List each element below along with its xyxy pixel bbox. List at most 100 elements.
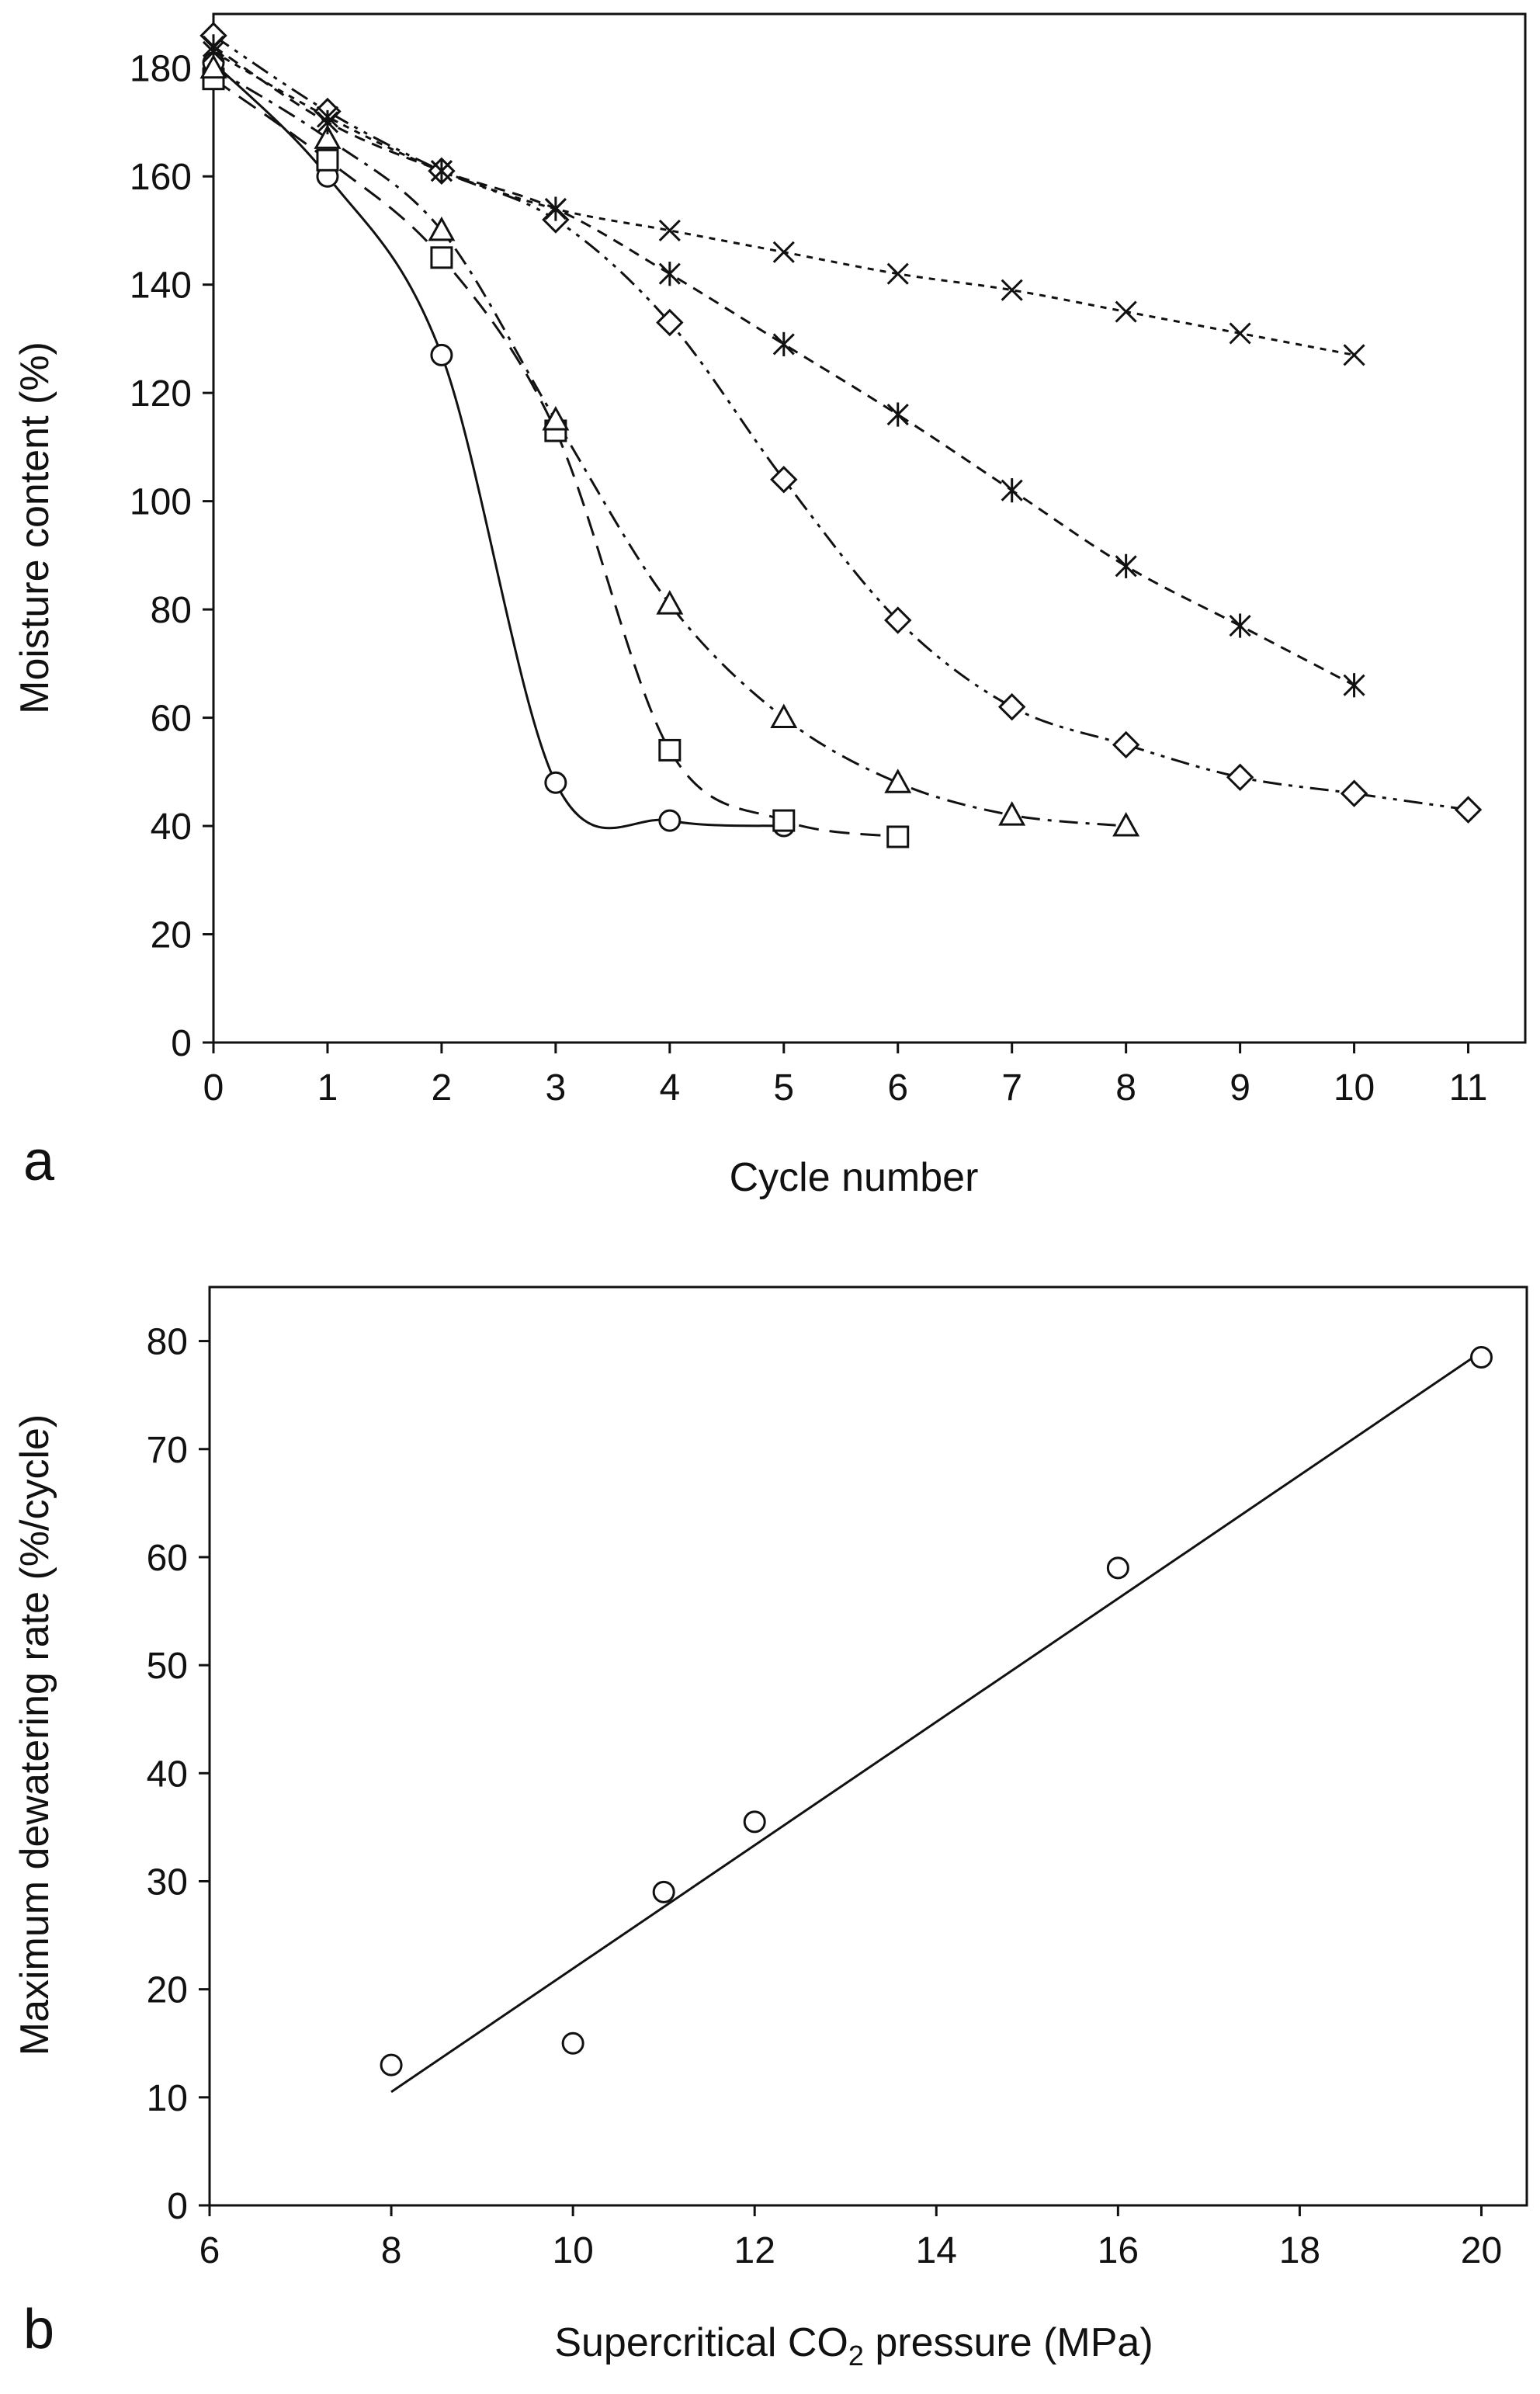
panel-b-y-tick-label: 30: [147, 1861, 188, 1903]
point-diamond: [997, 692, 1026, 721]
panel-b-y-tick-label: 70: [147, 1430, 188, 1471]
panel-b-x-axis-label: Supercritical CO2 pressure (MPa): [554, 2320, 1153, 2371]
point-asterisk: [1229, 613, 1251, 638]
panel-a-series-markers: [199, 22, 1483, 848]
scatter-point: [652, 1880, 675, 1903]
panel-b-y-tick-label: 50: [147, 1646, 188, 1687]
scatter-point: [561, 2031, 584, 2055]
panel-a-x-tick-label: 8: [1115, 1067, 1136, 1109]
panel-b-x-tick-label: 8: [381, 2230, 402, 2271]
panel-a-x-axis-label: Cycle number: [730, 1155, 979, 1200]
point-cross: [430, 160, 453, 182]
point-asterisk: [316, 109, 339, 135]
series-line-cross: [213, 50, 1354, 356]
panel-a-x-tick-label: 4: [659, 1067, 680, 1109]
point-asterisk: [886, 402, 909, 427]
scatter-point: [1106, 1556, 1129, 1580]
panel-b-x-axis-label-main: Supercritical CO: [554, 2320, 848, 2365]
point-cross: [1115, 300, 1137, 323]
point-cross: [658, 219, 681, 242]
panel-a-x-tick-label: 10: [1334, 1067, 1375, 1109]
panel-a-x-tick-label: 5: [773, 1067, 794, 1109]
point-cross: [202, 40, 225, 63]
panel-b-data-points: [380, 1345, 1493, 2077]
point-cross: [1343, 344, 1365, 366]
point-cross: [1229, 322, 1251, 345]
panel-a-x-tick-label: 9: [1230, 1067, 1250, 1109]
panel-a-y-tick-label: 120: [130, 373, 192, 415]
panel-a-y-tick-label: 40: [151, 807, 192, 848]
panel-a-y-tick-label: 100: [130, 482, 192, 523]
panel-a-y-tick-label: 180: [130, 49, 192, 90]
panel-b-x-axis-label-tail: pressure (MPa): [864, 2320, 1153, 2365]
panel-a-y-tick-label: 20: [151, 915, 192, 956]
panel-b-x-tick-label: 16: [1098, 2230, 1139, 2271]
panel-b-x-tick-label: 18: [1279, 2230, 1320, 2271]
series-line-square: [213, 78, 898, 838]
panel-a-y-ticks: 0 20 40 60 80 100 120 140 160 180: [130, 49, 213, 1064]
series-line-diamond: [213, 34, 1469, 811]
point-cross: [886, 262, 909, 285]
point-triangle: [314, 124, 342, 149]
panel-a-y-tick-label: 0: [171, 1023, 192, 1064]
panel-a-x-tick-label: 2: [432, 1067, 453, 1109]
panel-a-x-tick-label: 1: [317, 1067, 338, 1109]
point-triangle: [542, 405, 570, 431]
point-asterisk: [202, 34, 225, 59]
panel-b-x-tick-label: 10: [552, 2230, 593, 2271]
point-diamond: [1112, 730, 1140, 759]
panel-a-y-tick-label: 140: [130, 265, 192, 307]
point-diamond: [1340, 779, 1368, 807]
panel-a-x-tick-label: 6: [887, 1067, 908, 1109]
panel-a-y-axis-label: Moisture content (%): [12, 342, 57, 714]
point-cross: [1001, 279, 1023, 301]
series-line-triangle: [213, 67, 1126, 827]
point-square: [430, 246, 453, 269]
point-diamond: [1454, 796, 1483, 824]
point-cross: [772, 241, 795, 263]
panel-a-plot-frame: [212, 12, 1527, 1044]
point-asterisk: [658, 262, 681, 286]
point-diamond: [656, 308, 684, 337]
panel-b-y-tick-label: 80: [147, 1322, 188, 1363]
point-triangle: [656, 590, 684, 615]
panel-a-label: a: [23, 1130, 55, 1192]
panel-b-x-tick-label: 14: [916, 2230, 957, 2271]
panel-b-y-tick-label: 40: [147, 1754, 188, 1795]
panel-b-y-axis-label: Maximum dewatering rate (%/cycle): [12, 1414, 57, 2056]
point-asterisk: [1343, 673, 1365, 698]
point-square: [316, 148, 339, 172]
panel-a-x-ticks: 0 1 2 3 4 5 6 7 8 9 10 11: [203, 1043, 1488, 1109]
panel-b-x-ticks: 6 8 10 12 14 16 18 20: [199, 2205, 1502, 2271]
point-square: [658, 738, 682, 762]
point-cross: [316, 106, 339, 128]
series-line-circle: [212, 61, 784, 830]
point-triangle: [428, 216, 456, 241]
point-square: [772, 809, 796, 832]
point-diamond: [770, 466, 798, 494]
panel-a-series-lines: [212, 34, 1469, 838]
panel-a-x-tick-label: 11: [1449, 1067, 1488, 1109]
panel-a-x-tick-label: 7: [1001, 1067, 1022, 1109]
point-triangle: [1112, 812, 1140, 837]
panel-a-y-tick-label: 80: [151, 590, 192, 631]
point-asterisk: [1115, 553, 1137, 578]
point-diamond: [1226, 763, 1254, 792]
point-asterisk: [772, 331, 795, 356]
panel-b-chart: 0 10 20 30 40 50 60 70 80 6 8 10 12 14 16 18 20 Maximum…: [12, 1285, 1528, 2371]
panel-a-x-tick-label: 0: [203, 1067, 224, 1109]
panel-b-y-tick-label: 10: [147, 2078, 188, 2119]
series-line-asterisk: [213, 45, 1355, 687]
point-triangle: [199, 54, 227, 79]
panel-b-y-tick-label: 0: [167, 2186, 188, 2227]
panel-b-label: b: [23, 2299, 54, 2361]
scatter-point: [380, 2053, 403, 2077]
panel-b-y-tick-label: 20: [147, 1970, 188, 2011]
point-circle: [544, 771, 567, 794]
point-triangle: [884, 769, 912, 793]
panel-b-fit-line: [390, 1351, 1483, 2094]
panel-b-plot-frame: [208, 1285, 1528, 2207]
panel-a-x-tick-label: 3: [546, 1067, 567, 1109]
point-triangle: [770, 703, 798, 729]
